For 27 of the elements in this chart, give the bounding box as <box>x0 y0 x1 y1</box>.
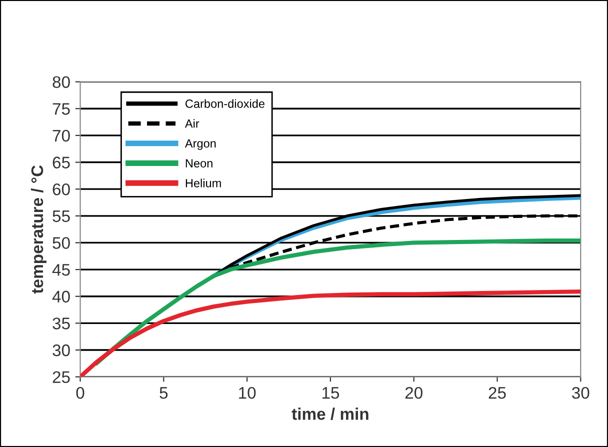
y-tick-label: 70 <box>52 130 70 142</box>
y-axis-title: temperature / °C <box>30 165 46 294</box>
x-tick-label: 5 <box>160 387 168 399</box>
y-tick-label: 35 <box>52 318 70 330</box>
x-tick-label: 15 <box>322 387 340 399</box>
y-tick-label: 40 <box>52 290 70 303</box>
y-tick-label: 65 <box>52 156 70 168</box>
y-tick-label: 25 <box>52 371 70 384</box>
y-tick-label: 45 <box>52 264 70 276</box>
x-tick-label: 0 <box>76 386 84 399</box>
legend-label: Air <box>184 119 200 128</box>
x-tick-label: 30 <box>572 386 590 399</box>
legend-label: Carbon-dioxide <box>186 99 264 108</box>
x-tick-label: 25 <box>488 386 506 399</box>
legend-label: Neon <box>186 159 212 168</box>
y-tick-label: 30 <box>52 344 70 356</box>
line-series <box>94 238 581 365</box>
legend-label: Helium <box>186 178 221 188</box>
x-tick-label: 20 <box>405 386 422 399</box>
legend-label: Argon <box>184 139 216 150</box>
x-axis-title: time / min <box>292 408 368 420</box>
y-tick-label: 80 <box>52 76 70 88</box>
y-tick-label: 50 <box>52 237 70 249</box>
y-tick-label: 55 <box>52 210 70 222</box>
y-tick-label: 60 <box>52 183 70 196</box>
y-tick-label: 75 <box>52 103 70 115</box>
x-tick-label: 10 <box>239 386 256 399</box>
